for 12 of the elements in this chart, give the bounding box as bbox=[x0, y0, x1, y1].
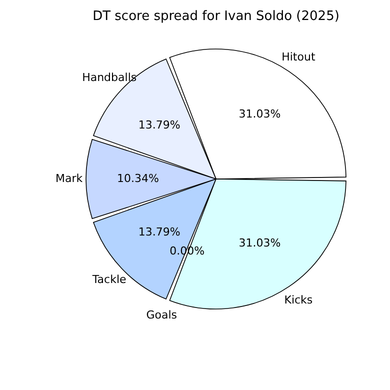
data-label: 10.34% bbox=[117, 172, 159, 185]
slice-label: Tackle bbox=[91, 273, 127, 286]
slice-label: Kicks bbox=[284, 294, 313, 307]
data-label: 31.03% bbox=[238, 107, 281, 120]
chart-title: DT score spread for Ivan Soldo (2025) bbox=[92, 9, 340, 24]
data-label: 13.79% bbox=[138, 118, 180, 132]
data-label: 31.03% bbox=[238, 236, 281, 250]
category-label: Goals bbox=[146, 308, 178, 322]
data-label: 13.79% bbox=[138, 226, 180, 239]
slice-label: Handballs bbox=[82, 70, 137, 84]
slice-label: Mark bbox=[56, 172, 84, 185]
slice-label: Hitout bbox=[282, 50, 316, 64]
